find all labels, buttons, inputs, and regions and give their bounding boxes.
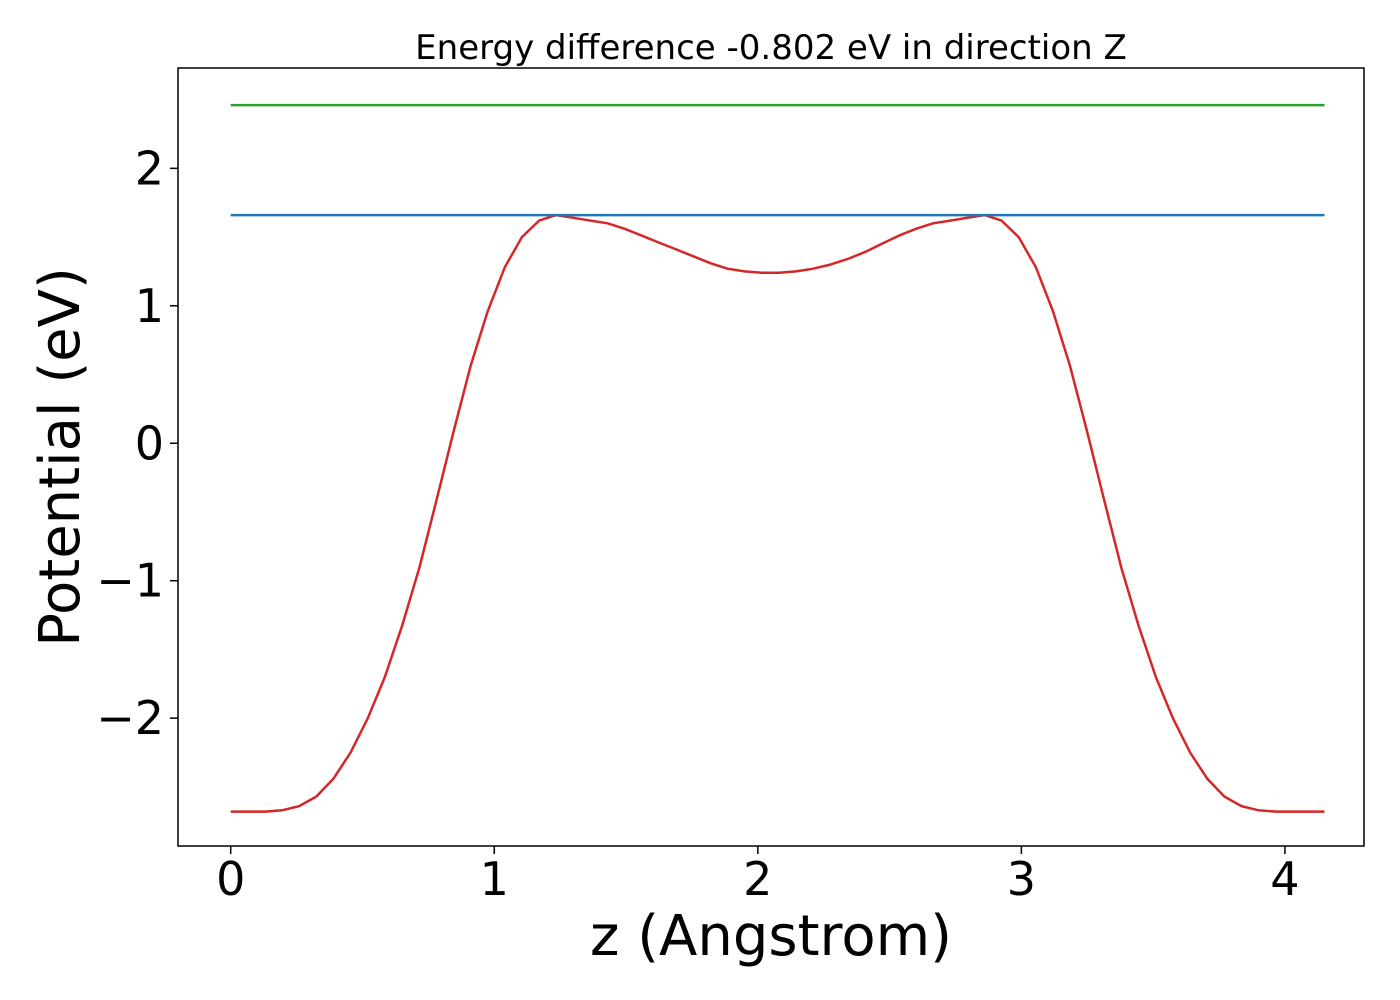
plot-frame — [177, 67, 1365, 847]
y-tick-label: 1 — [135, 279, 164, 333]
y-tick-label: −1 — [96, 554, 164, 608]
y-tick-label: 0 — [135, 416, 164, 470]
y-axis-ticks: −2 −1 0 1 2 — [96, 141, 178, 745]
x-tick-label: 2 — [743, 852, 772, 906]
x-tick-label: 1 — [480, 852, 509, 906]
y-tick-label: −2 — [96, 691, 164, 745]
x-tick-label: 0 — [216, 852, 245, 906]
y-axis-label: Potential (eV) — [28, 267, 93, 647]
chart-title: Energy difference -0.802 eV in direction… — [415, 28, 1127, 68]
series-layer — [230, 103, 1325, 813]
x-tick-label: 4 — [1270, 852, 1299, 906]
x-tick-label: 3 — [1007, 852, 1036, 906]
x-axis-ticks: 0 1 2 3 4 — [216, 846, 1300, 906]
x-axis-label: z (Angstrom) — [590, 904, 952, 969]
y-tick-label: 2 — [135, 141, 164, 195]
series-line-0 — [230, 213, 1325, 813]
